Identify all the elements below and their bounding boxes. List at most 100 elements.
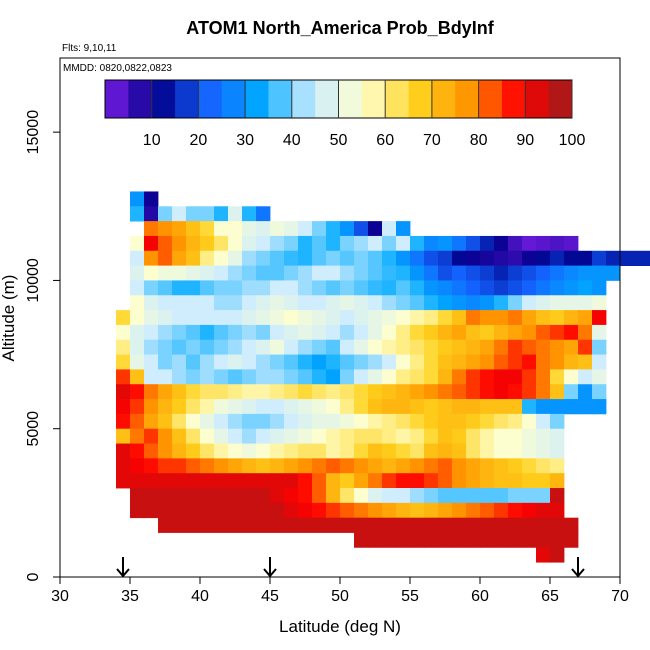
heatmap-cell [270, 428, 285, 444]
heatmap-cell [298, 339, 313, 355]
heatmap-cell [312, 458, 327, 474]
heatmap-cell [200, 517, 215, 533]
heatmap-cell [494, 369, 509, 385]
heatmap-cell [312, 235, 327, 252]
heatmap-cell [480, 354, 495, 370]
x-axis: 30 35 40 45 50 55 60 65 70 [51, 577, 629, 605]
heatmap-cell [424, 517, 439, 533]
heatmap-cell [480, 235, 495, 252]
heatmap-cell [606, 265, 621, 281]
heatmap-cell [536, 443, 551, 459]
heatmap-cell [578, 399, 593, 415]
heatmap-cell [564, 532, 579, 548]
heatmap-cell [410, 532, 425, 548]
heatmap-cell [508, 458, 523, 474]
heatmap-cell [186, 443, 201, 459]
heatmap-cell [550, 399, 565, 415]
heatmap-cell [508, 250, 523, 266]
heatmap-cell [550, 310, 565, 326]
heatmap-cell [410, 324, 425, 341]
heatmap-cell [284, 473, 299, 489]
heatmap-cell [284, 280, 299, 296]
heatmap-cell [284, 221, 299, 237]
heatmap-cell [186, 250, 201, 266]
flight-arrows [116, 557, 585, 578]
heatmap-cell [550, 369, 565, 385]
heatmap-cell [256, 458, 271, 474]
heatmap-cell [550, 517, 565, 533]
heatmap-cell [550, 265, 565, 281]
heatmap-cell [270, 339, 285, 355]
heatmap-cell [172, 517, 187, 533]
heatmap-cell [424, 473, 439, 489]
heatmap-cell [284, 250, 299, 266]
heatmap-cell [326, 428, 341, 444]
heatmap-cell [242, 473, 257, 489]
heatmap-cell [270, 443, 285, 459]
heatmap-cell [256, 265, 271, 281]
heatmap-cell [368, 517, 383, 533]
heatmap-cell [242, 295, 257, 311]
heatmap-cell [508, 473, 523, 489]
heatmap-cell [466, 488, 481, 504]
heatmap-cell [452, 324, 467, 341]
x-tick-label: 60 [471, 588, 489, 605]
heatmap-cell [578, 384, 593, 400]
heatmap-cell [214, 517, 229, 533]
heatmap-cell [144, 443, 159, 459]
heatmap-cell [466, 517, 481, 533]
heatmap-cell [354, 265, 369, 281]
heatmap-cell [522, 443, 537, 459]
x-tick-label: 30 [51, 588, 69, 605]
heatmap-cell [242, 428, 257, 444]
heatmap-cell [116, 413, 131, 430]
heatmap-cell [550, 488, 565, 504]
heatmap-cell [466, 369, 481, 385]
colorbar-tick-label: 80 [470, 132, 488, 149]
colorbar-tick-label: 20 [190, 132, 208, 149]
heatmap-cell [578, 339, 593, 355]
heatmap-cell [494, 250, 509, 266]
heatmap-cell [200, 221, 215, 237]
heatmap-cell [158, 428, 173, 444]
heatmap-cell [340, 517, 355, 533]
heatmap-cell [592, 384, 607, 400]
heatmap-cell [354, 502, 369, 519]
heatmap-cell [298, 235, 313, 252]
heatmap-cell [270, 369, 285, 385]
heatmap-cell [452, 532, 467, 548]
heatmap-cell [536, 354, 551, 370]
heatmap-cell [284, 384, 299, 400]
heatmap-cell [550, 280, 565, 296]
heatmap-cell [480, 339, 495, 355]
heatmap-cell [410, 473, 425, 489]
heatmap-cell [466, 428, 481, 444]
colorbar-swatch [408, 80, 433, 118]
heatmap-cell [452, 354, 467, 370]
heatmap-cell [424, 488, 439, 504]
heatmap-cell [312, 384, 327, 400]
heatmap-cell [214, 443, 229, 459]
heatmap-cell [452, 413, 467, 430]
heatmap-cell [550, 235, 565, 252]
heatmap-cell [564, 354, 579, 370]
heatmap-cell [186, 399, 201, 415]
heatmap-cell [214, 502, 229, 519]
colorbar-swatch [548, 80, 573, 118]
heatmap-cell [172, 354, 187, 370]
heatmap-cell [270, 295, 285, 311]
heatmap-cell [396, 399, 411, 415]
heatmap-cell [354, 280, 369, 296]
heatmap-cell [326, 295, 341, 311]
heatmap-cell [466, 265, 481, 281]
heatmap-cell [466, 250, 481, 266]
heatmap-cell [578, 324, 593, 341]
heatmap-cell [130, 488, 145, 504]
heatmap-cell [298, 517, 313, 533]
heatmap-cells [116, 191, 650, 563]
heatmap-cell [200, 324, 215, 341]
heatmap-cell [256, 413, 271, 430]
heatmap-cell [116, 339, 131, 355]
heatmap-cell [382, 384, 397, 400]
y-axis-label: Altitude (m) [0, 275, 18, 362]
